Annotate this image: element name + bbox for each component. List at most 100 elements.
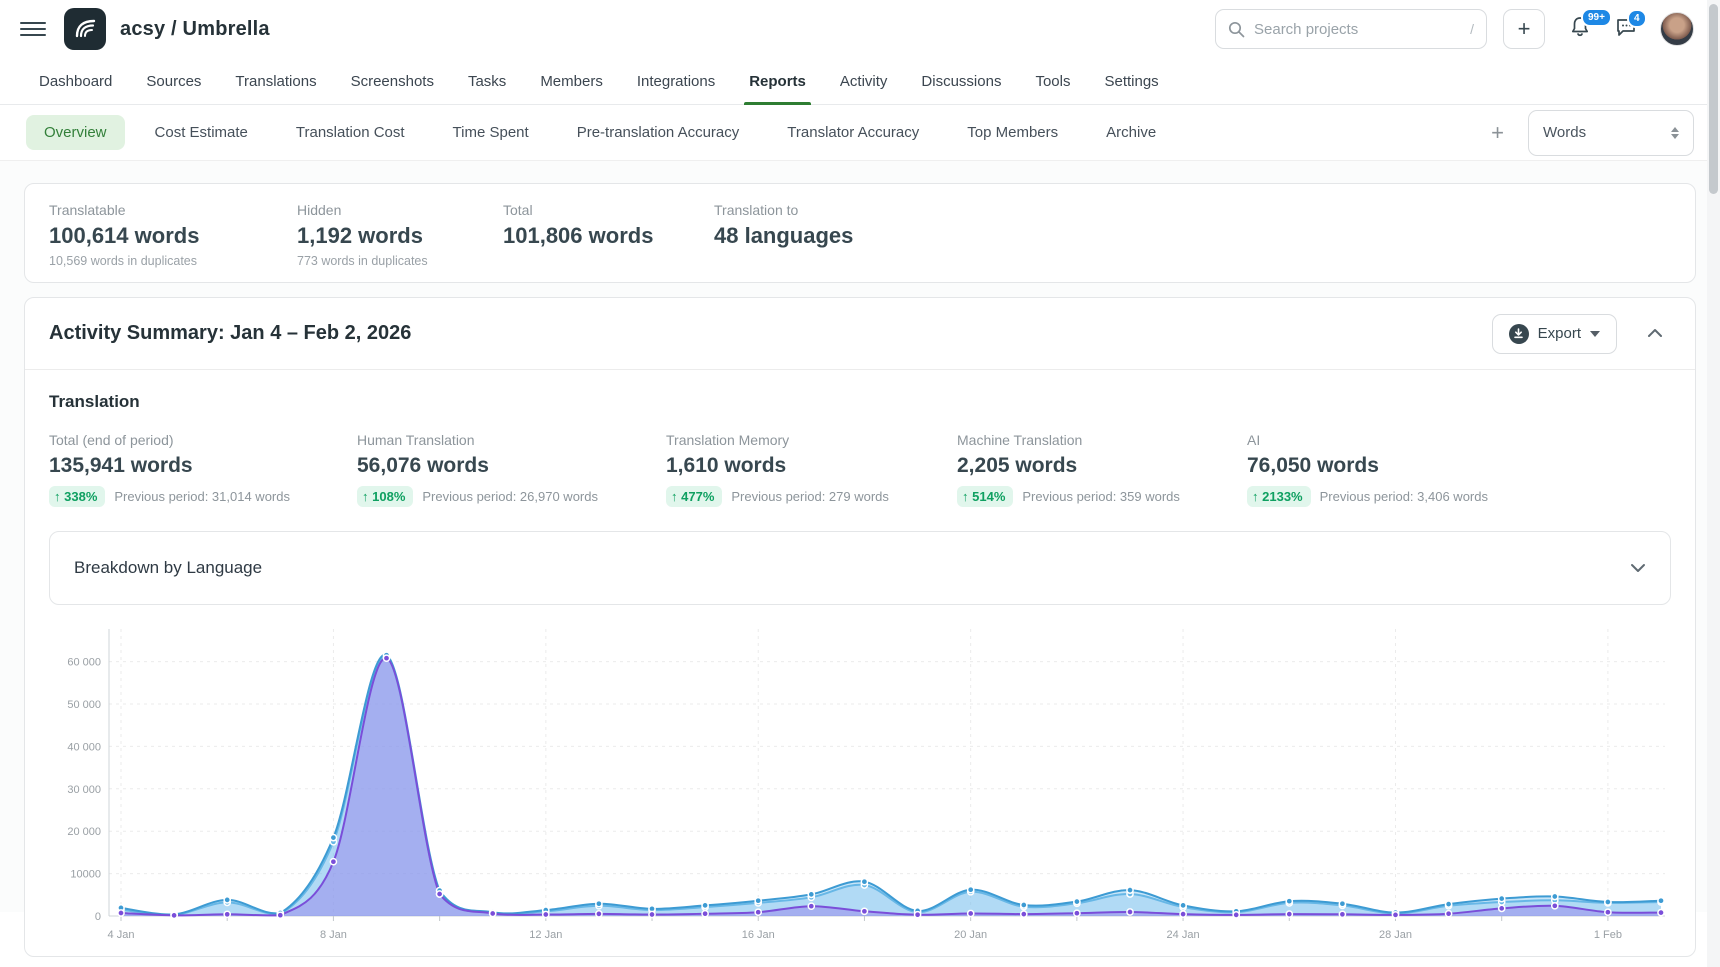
subtab-top-members[interactable]: Top Members bbox=[967, 124, 1059, 141]
nav-tab-reports[interactable]: Reports bbox=[732, 58, 823, 105]
subtab-translation-cost[interactable]: Translation Cost bbox=[295, 124, 405, 141]
nav-tab-sources[interactable]: Sources bbox=[146, 72, 202, 90]
series-purple-point[interactable] bbox=[966, 909, 975, 918]
nav-tab-discussions[interactable]: Discussions bbox=[921, 72, 1002, 90]
metric-value: 56,076 words bbox=[357, 454, 489, 477]
series-purple-point[interactable] bbox=[1657, 908, 1665, 917]
nav-tab-activity[interactable]: Activity bbox=[839, 72, 888, 90]
subtab-overview[interactable]: Overview bbox=[26, 115, 125, 150]
series-purple-point[interactable] bbox=[435, 890, 444, 898]
add-report-button[interactable]: + bbox=[1491, 119, 1504, 145]
series-purple-point[interactable] bbox=[807, 902, 816, 911]
menu-icon[interactable] bbox=[20, 16, 46, 42]
subtab-archive[interactable]: Archive bbox=[1106, 124, 1157, 141]
series-blue-point[interactable] bbox=[1550, 892, 1559, 901]
series-purple-point[interactable] bbox=[1232, 911, 1241, 919]
subtab-translator-accuracy[interactable]: Translator Accuracy bbox=[787, 124, 920, 141]
series-purple-point[interactable] bbox=[276, 911, 285, 920]
series-purple-point[interactable] bbox=[754, 908, 763, 917]
scrollbar[interactable] bbox=[1707, 0, 1720, 967]
series-purple-point[interactable] bbox=[1019, 910, 1028, 918]
series-purple-point[interactable] bbox=[595, 910, 603, 918]
series-purple-point[interactable] bbox=[1338, 910, 1347, 919]
subtab-time-spent[interactable]: Time Spent bbox=[452, 124, 529, 141]
series-blue-point[interactable] bbox=[966, 885, 975, 894]
activity-chart[interactable]: 0 10000 20 000 30 000 40 000 50 000 60 000 4 Ja… bbox=[49, 621, 1673, 951]
subtab-pretranslation-accuracy[interactable]: Pre-translation Accuracy bbox=[576, 124, 740, 141]
series-purple-point[interactable] bbox=[1497, 904, 1506, 913]
metric-value: 2,205 words bbox=[957, 454, 1078, 477]
nav-tab-settings[interactable]: Settings bbox=[1104, 72, 1159, 90]
previous-period: Previous period: 31,014 words bbox=[114, 489, 290, 504]
series-purple-point[interactable] bbox=[223, 910, 232, 919]
series-purple-point[interactable] bbox=[1285, 910, 1294, 918]
nav-tab-screenshots[interactable]: Screenshots bbox=[350, 72, 434, 90]
series-blue-point[interactable] bbox=[754, 896, 763, 905]
metric-total-end-of-period: Total (end of period) 135,941 words 338%… bbox=[49, 432, 357, 507]
subtab-cost-estimate[interactable]: Cost Estimate bbox=[154, 124, 248, 141]
y-axis-label: 60 000 bbox=[67, 657, 101, 669]
series-purple-point[interactable] bbox=[488, 909, 497, 918]
search-box[interactable]: / bbox=[1215, 9, 1487, 49]
series-purple-point[interactable] bbox=[913, 910, 922, 919]
series-blue-point[interactable] bbox=[1497, 894, 1506, 903]
y-axis-label: 20 000 bbox=[67, 826, 101, 838]
series-blue-point[interactable] bbox=[1019, 901, 1028, 909]
series-blue-point[interactable] bbox=[860, 877, 869, 886]
activity-summary-card: Activity Summary: Jan 4 – Feb 2, 2026 Ex… bbox=[24, 297, 1696, 957]
series-blue-point[interactable] bbox=[1285, 897, 1294, 906]
notifications-button[interactable]: 99+ bbox=[1569, 8, 1612, 43]
series-purple-point[interactable] bbox=[1604, 908, 1612, 917]
series-purple-point[interactable] bbox=[382, 654, 391, 663]
series-blue-point[interactable] bbox=[1604, 898, 1612, 906]
stat-value: 1,192 words bbox=[297, 223, 423, 248]
create-project-button[interactable]: + bbox=[1503, 9, 1545, 49]
series-purple-point[interactable] bbox=[860, 907, 869, 916]
series-purple-point[interactable] bbox=[329, 857, 338, 866]
series-purple-point[interactable] bbox=[1391, 911, 1400, 919]
scrollbar-thumb[interactable] bbox=[1709, 4, 1718, 194]
series-purple-point[interactable] bbox=[117, 909, 125, 917]
series-blue-point[interactable] bbox=[1126, 886, 1134, 894]
series-blue-point[interactable] bbox=[1073, 897, 1081, 906]
search-input[interactable] bbox=[1254, 20, 1462, 38]
metric-label: Machine Translation bbox=[957, 432, 1083, 448]
series-purple-point[interactable] bbox=[1126, 908, 1134, 916]
series-blue-point[interactable] bbox=[329, 833, 338, 842]
series-purple-point[interactable] bbox=[1444, 909, 1453, 918]
nav-tab-dashboard[interactable]: Dashboard bbox=[39, 72, 113, 90]
stat-sublabel: 10,569 words in duplicates bbox=[49, 254, 198, 268]
unit-select[interactable]: Words bbox=[1528, 109, 1694, 156]
series-blue-point[interactable] bbox=[595, 899, 603, 908]
nav-tab-integrations[interactable]: Integrations bbox=[636, 72, 716, 90]
series-purple-point[interactable] bbox=[1179, 910, 1187, 918]
series-blue-point[interactable] bbox=[1179, 901, 1187, 910]
series-blue-point[interactable] bbox=[223, 896, 232, 904]
metric-human-translation: Human Translation 56,076 words 108% Prev… bbox=[357, 432, 666, 507]
export-button[interactable]: Export bbox=[1491, 313, 1617, 354]
logo-swirl-icon bbox=[75, 19, 96, 38]
app-logo-icon[interactable] bbox=[64, 8, 106, 50]
breakdown-by-language-toggle[interactable]: Breakdown by Language bbox=[49, 531, 1671, 605]
user-avatar[interactable] bbox=[1660, 12, 1694, 46]
series-blue-point[interactable] bbox=[807, 890, 816, 899]
series-blue-point[interactable] bbox=[1657, 896, 1665, 905]
messages-button[interactable]: 4 bbox=[1615, 8, 1647, 43]
series-blue-point[interactable] bbox=[1444, 900, 1453, 908]
series-blue-point[interactable] bbox=[1338, 899, 1347, 908]
series-purple-point[interactable] bbox=[541, 910, 550, 919]
series-purple-point[interactable] bbox=[648, 910, 656, 919]
series-blue-point[interactable] bbox=[701, 901, 709, 910]
nav-tab-tools[interactable]: Tools bbox=[1035, 72, 1071, 90]
series-purple-point[interactable] bbox=[1550, 901, 1559, 910]
chevron-down-icon bbox=[1631, 564, 1645, 572]
series-purple-point[interactable] bbox=[1073, 909, 1081, 918]
nav-tab-translations[interactable]: Translations bbox=[235, 72, 317, 90]
series-purple-point[interactable] bbox=[170, 911, 178, 920]
breadcrumb[interactable]: acsy / Umbrella bbox=[120, 17, 270, 40]
collapse-section-button[interactable] bbox=[1647, 325, 1663, 343]
nav-tab-members[interactable]: Members bbox=[540, 72, 603, 90]
series-purple-point[interactable] bbox=[701, 909, 709, 918]
stat-label: Hidden bbox=[297, 202, 342, 218]
nav-tab-tasks[interactable]: Tasks bbox=[467, 72, 507, 90]
